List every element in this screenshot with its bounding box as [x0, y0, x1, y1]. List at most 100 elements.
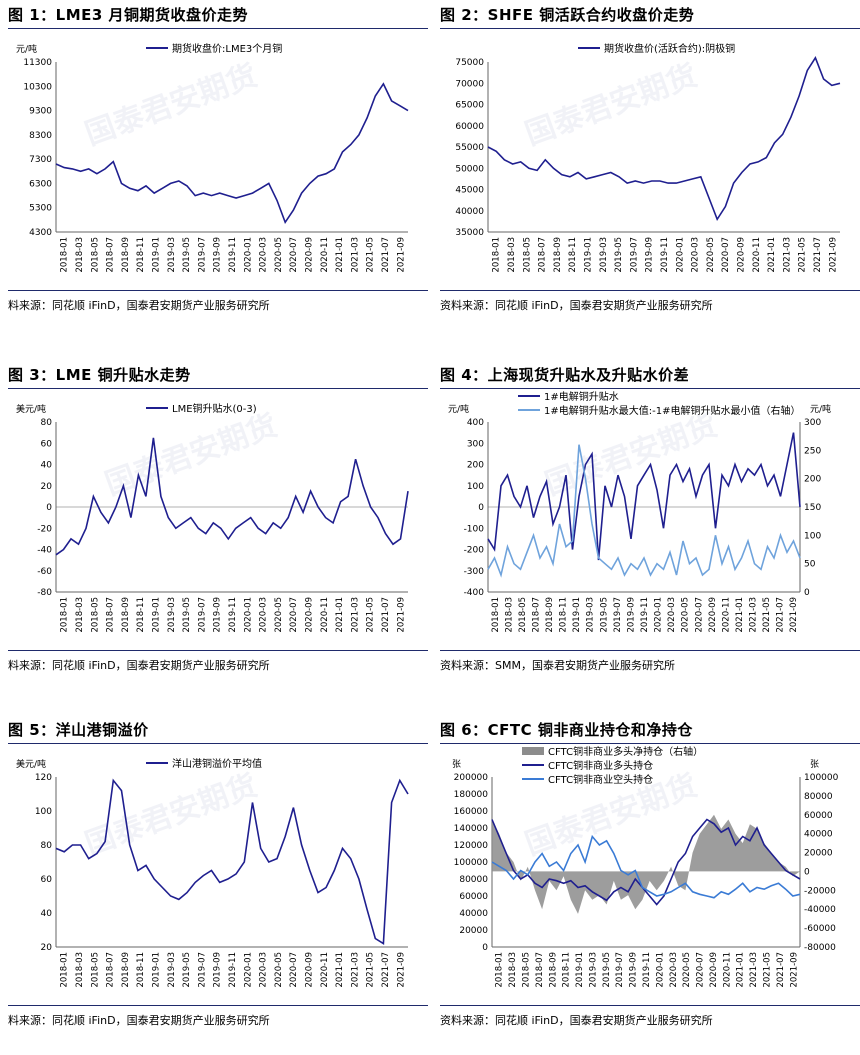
x-tick-label: 2018-09: [553, 237, 563, 273]
x-tick-label: 2019-01: [151, 237, 161, 273]
y-right-tick-label: -60000: [804, 924, 836, 934]
series-area: [492, 814, 800, 914]
y-tick-label: 60: [41, 439, 53, 449]
y-tick-label: 40: [41, 909, 53, 919]
chart-svg: 美元/吨 120 100 80 60 40 20 2018-01 2018-03 2018-05 2…: [16, 757, 409, 988]
chart-source: 料来源：同花顺 iFinD，国泰君安期货产业服务研究所: [8, 659, 270, 672]
y-tick-label: -80: [37, 588, 52, 598]
chart-source: 料来源：同花顺 iFinD，国泰君安期货产业服务研究所: [8, 1014, 270, 1027]
x-tick-label: 2019-07: [197, 597, 207, 633]
x-tick-label: 2019-07: [613, 597, 623, 633]
x-tick-label: 2021-07: [381, 237, 391, 273]
y-tick-label: 60: [41, 875, 53, 885]
y-unit-label-right: 元/吨: [810, 403, 831, 415]
series-line: [55, 437, 409, 556]
x-tick-label: 2021-09: [789, 597, 799, 633]
x-tick-label: 2019-07: [629, 237, 639, 273]
y-tick-label: 70000: [455, 79, 484, 89]
x-tick-label: 2021-01: [736, 952, 746, 988]
y-tick-label: 120: [35, 773, 52, 783]
series-line: [491, 834, 801, 899]
x-tick-label: 2018-09: [121, 952, 131, 988]
y-tick-label: 10300: [23, 82, 52, 92]
x-tick-label: 2020-01: [243, 597, 253, 633]
y-tick-label: 60000: [459, 892, 488, 902]
x-tick-label: 2018-05: [518, 597, 528, 633]
x-tick-label: 2019-01: [151, 597, 161, 633]
x-tick-label: 2019-09: [213, 597, 223, 633]
legend-label: LME铜升贴水(0-3): [172, 402, 257, 415]
series-line: [487, 444, 801, 578]
x-tick-label: 2020-09: [708, 597, 718, 633]
x-tick-label: 2018-03: [507, 237, 517, 273]
title-rule: [440, 28, 860, 29]
y-right-tick-label: 300: [804, 418, 821, 428]
chart-svg: 美元/吨 80 60 40 20 0 -20 -40 -60 -80 2018-01 2018-03 2…: [16, 402, 409, 633]
y-tick-label: 50000: [455, 164, 484, 174]
y-tick-label: 160000: [454, 807, 489, 817]
y-tick-label: 5300: [29, 204, 52, 214]
x-tick-label: 2020-05: [681, 597, 691, 633]
x-tick-label: 2018-11: [559, 597, 569, 633]
y-tick-label: -400: [464, 588, 485, 598]
x-tick-label: 2019-09: [213, 952, 223, 988]
x-tick-label: 2018-05: [90, 597, 100, 633]
x-tick-label: 2019-09: [213, 237, 223, 273]
title-rule: [8, 28, 428, 29]
x-tick-label: 2020-07: [289, 237, 299, 273]
x-tick-label: 2021-01: [335, 237, 345, 273]
x-tick-label: 2021-05: [763, 952, 773, 988]
x-tick-label: 2019-03: [167, 237, 177, 273]
x-tick-label: 2020-03: [259, 597, 269, 633]
x-tick-label: 2019-09: [626, 597, 636, 633]
series-line: [491, 818, 801, 906]
y-right-tick-label: -80000: [804, 943, 836, 953]
x-tick-label: 2019-11: [640, 597, 650, 633]
x-tick-label: 2018-03: [75, 952, 85, 988]
y-right-tick-label: 150: [804, 503, 821, 513]
x-tick-label: 2018-01: [60, 952, 70, 988]
x-tick-label: 2018-01: [491, 597, 501, 633]
x-tick-label: 2021-07: [813, 237, 823, 273]
series-line: [487, 432, 801, 561]
source-rule: [440, 1005, 860, 1006]
x-tick-label: 2018-05: [90, 952, 100, 988]
y-tick-label: 65000: [455, 101, 484, 111]
chart-title: 图 3：LME 铜升贴水走势: [8, 366, 191, 384]
y-tick-label: -100: [464, 524, 485, 534]
y-right-tick-label: 100000: [804, 773, 839, 783]
chart-title: 图 5：洋山港铜溢价: [8, 721, 149, 739]
x-tick-label: 2019-01: [583, 237, 593, 273]
x-tick-label: 2018-11: [568, 237, 578, 273]
x-tick-label: 2020-07: [289, 952, 299, 988]
x-tick-label: 2021-05: [366, 597, 376, 633]
legend-label: CFTC铜非商业多头持仓: [548, 759, 653, 772]
x-tick-label: 2020-07: [289, 597, 299, 633]
x-tick-label: 2021-05: [366, 952, 376, 988]
x-tick-label: 2019-03: [599, 237, 609, 273]
x-tick-label: 2018-05: [522, 237, 532, 273]
x-tick-label: 2020-03: [667, 597, 677, 633]
chart-svg: 75000 70000 65000 60000 55000 50000 45000 40000…: [455, 42, 841, 273]
chart-panel: 图 1：LME3 月铜期货收盘价走势 料来源：同花顺 iFinD，国泰君安期货产业…: [8, 0, 428, 340]
y-tick-label: 400: [467, 418, 484, 428]
y-tick-label: 75000: [455, 58, 484, 68]
x-tick-label: 2019-05: [602, 952, 612, 988]
chart-title: 图 2：SHFE 铜活跃合约收盘价走势: [440, 6, 695, 24]
x-tick-label: 2018-07: [106, 237, 116, 273]
y-unit-label: 张: [452, 759, 461, 770]
y-tick-label: 120000: [454, 841, 489, 851]
x-tick-label: 2021-05: [366, 237, 376, 273]
x-tick-label: 2018-05: [521, 952, 531, 988]
legend-label: CFTC铜非商业空头持仓: [548, 773, 653, 786]
source-rule: [8, 1005, 428, 1006]
chart-panel: 图 4：上海现货升贴水及升贴水价差 资料来源：SMM，国泰君安期货产业服务研究所 元…: [440, 360, 860, 700]
x-tick-label: 2018-03: [75, 237, 85, 273]
x-tick-label: 2020-09: [305, 952, 315, 988]
x-tick-label: 2018-01: [495, 952, 505, 988]
x-tick-label: 2020-09: [709, 952, 719, 988]
series-line: [55, 778, 409, 945]
x-tick-label: 2021-03: [749, 952, 759, 988]
x-tick-label: 2019-11: [660, 237, 670, 273]
x-tick-label: 2021-07: [381, 952, 391, 988]
